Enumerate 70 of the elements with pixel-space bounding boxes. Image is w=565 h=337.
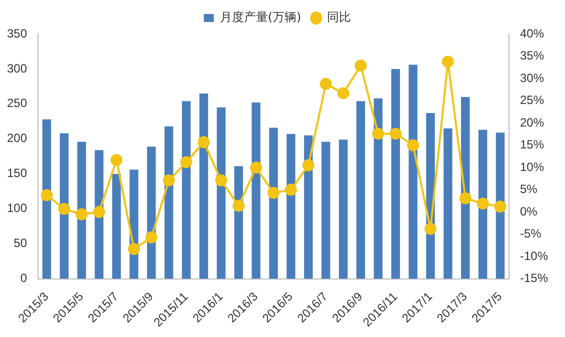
bar	[94, 150, 104, 279]
point	[459, 192, 472, 204]
y2-tick-label: 20%	[520, 115, 544, 130]
bar	[269, 128, 278, 279]
point	[442, 56, 454, 68]
point	[93, 206, 106, 218]
y-tick-label: 300	[6, 61, 28, 76]
y-tick-label: 150	[6, 166, 28, 180]
bar	[496, 132, 505, 279]
y2-tick-label: -10%	[520, 248, 548, 263]
y2-tick-label: -5%	[520, 226, 542, 241]
point	[372, 128, 384, 140]
point	[58, 202, 70, 215]
y-tick-label: 0	[20, 271, 28, 286]
point	[198, 136, 210, 148]
point	[128, 242, 140, 255]
point	[320, 78, 332, 90]
point	[302, 159, 314, 172]
point	[180, 156, 192, 168]
point	[407, 139, 420, 152]
y2-tick-label: 25%	[520, 93, 544, 108]
bar	[182, 101, 191, 279]
bar	[216, 107, 226, 279]
bar	[338, 140, 348, 279]
point	[215, 174, 228, 186]
point	[40, 189, 53, 202]
point	[284, 184, 297, 196]
y-tick-label: 100	[6, 201, 28, 216]
bar	[391, 68, 400, 279]
point	[390, 128, 402, 140]
point	[162, 174, 175, 186]
y-tick-label: 350	[6, 26, 28, 40]
bar	[60, 133, 69, 279]
bar	[478, 130, 488, 279]
y2-tick-label: 40%	[520, 26, 544, 40]
point	[110, 154, 123, 166]
point	[354, 60, 367, 72]
y2-tick-label: 30%	[520, 70, 544, 85]
bar	[147, 146, 156, 279]
point	[76, 208, 88, 220]
point	[232, 200, 245, 212]
legend-label: 同比	[327, 10, 352, 24]
bar	[42, 119, 52, 279]
point	[337, 87, 350, 100]
y2-tick-label: -15%	[520, 271, 548, 286]
point	[494, 200, 506, 213]
point	[250, 162, 262, 174]
y-tick-label: 250	[6, 96, 28, 110]
bar	[252, 102, 260, 279]
legend-label: 月度产量(万辆)	[220, 10, 302, 24]
y2-tick-label: 0%	[520, 204, 538, 218]
bar	[408, 64, 418, 279]
y2-tick-label: 35%	[520, 48, 544, 63]
point	[424, 222, 436, 235]
bar	[356, 101, 366, 279]
point	[268, 186, 280, 199]
y2-tick-label: 5%	[520, 182, 538, 196]
y2-tick-label: 15%	[520, 138, 544, 152]
bar	[199, 93, 208, 279]
point	[145, 231, 158, 244]
bar	[112, 174, 121, 279]
bar	[321, 142, 330, 279]
bar	[286, 134, 296, 279]
y-tick-label: 200	[6, 131, 28, 146]
bar	[77, 142, 86, 279]
y-tick-label: 50	[14, 236, 28, 250]
bar	[374, 98, 383, 279]
y2-tick-label: 10%	[520, 160, 544, 174]
point	[476, 198, 489, 210]
bar	[444, 128, 452, 279]
